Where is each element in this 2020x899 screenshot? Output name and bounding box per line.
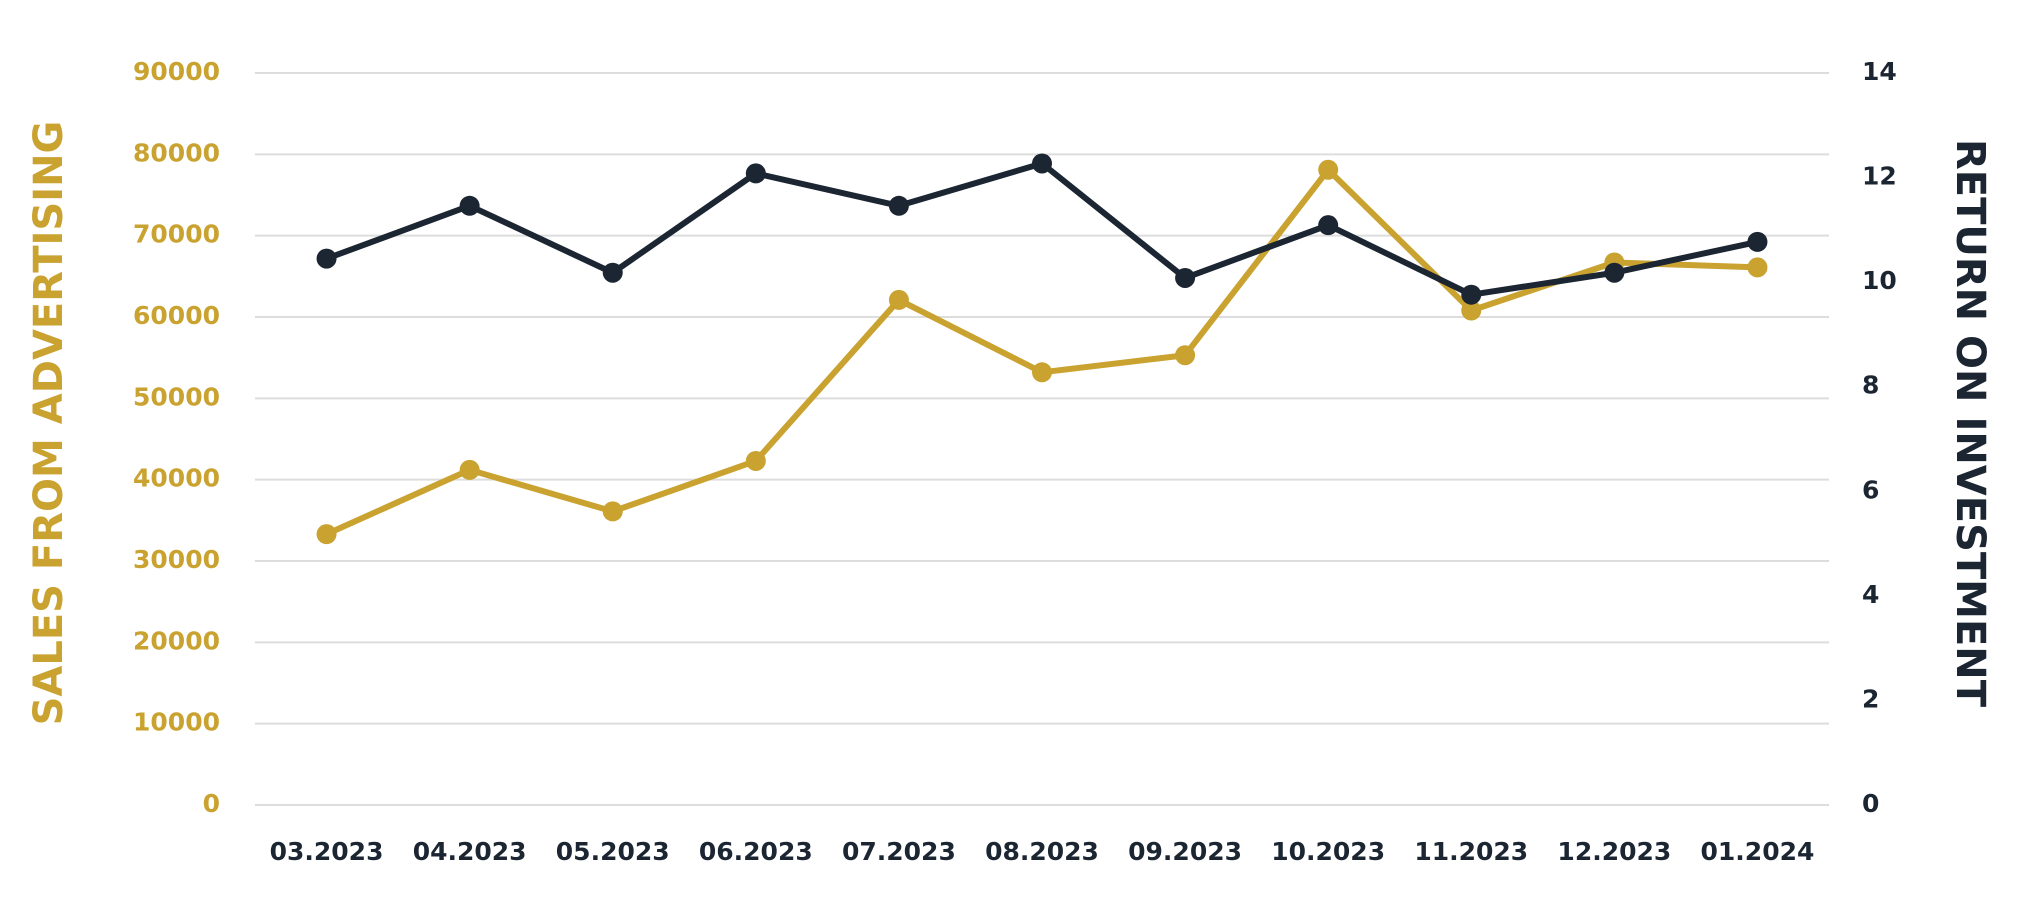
series-line <box>325 160 1759 298</box>
x-tick-label: 07.2023 <box>842 837 956 866</box>
y-tick-label: 30000 <box>133 545 220 574</box>
y-tick-label: 20000 <box>133 626 220 655</box>
data-point <box>888 289 909 310</box>
x-tick-label: 08.2023 <box>985 837 1099 866</box>
data-point <box>1318 159 1339 180</box>
data-point <box>1747 257 1768 278</box>
x-tick-label: 10.2023 <box>1271 837 1385 866</box>
x-tick-label: 06.2023 <box>699 837 813 866</box>
y2-tick-label: 14 <box>1862 57 1897 86</box>
data-point <box>459 459 480 480</box>
data-point <box>1032 153 1052 174</box>
data-point <box>1461 300 1482 321</box>
y-tick-label: 0 <box>203 789 220 818</box>
y2-tick-label: 4 <box>1862 580 1879 609</box>
y-tick-label: 70000 <box>133 220 220 249</box>
y-tick-label: 60000 <box>133 301 220 330</box>
data-point <box>745 163 766 184</box>
x-tick-label: 09.2023 <box>1128 837 1242 866</box>
data-point <box>1461 284 1482 305</box>
y-tick-label: 80000 <box>133 138 220 167</box>
y-tick-label: 50000 <box>133 382 220 411</box>
data-point <box>888 195 909 216</box>
y-axis-title: SALES FROM ADVERTISING <box>26 121 72 726</box>
x-tick-label: 05.2023 <box>556 837 670 866</box>
data-point <box>1318 215 1339 236</box>
data-point <box>1747 231 1768 252</box>
x-tick-label: 04.2023 <box>413 837 527 866</box>
data-point <box>602 501 623 522</box>
data-point <box>1604 262 1625 283</box>
y2-tick-label: 0 <box>1862 789 1879 818</box>
data-point <box>1175 345 1196 366</box>
x-tick-label: 03.2023 <box>270 837 384 866</box>
y2-tick-label: 8 <box>1862 371 1879 400</box>
data-point <box>1032 362 1052 383</box>
data-point <box>316 248 337 269</box>
y-tick-label: 90000 <box>133 57 220 86</box>
y2-tick-label: 2 <box>1862 684 1879 713</box>
y2-axis-title: RETURN ON INVESTMENT <box>1947 139 1993 708</box>
x-tick-label: 12.2023 <box>1557 837 1671 866</box>
data-point <box>745 450 766 471</box>
data-point <box>459 195 480 216</box>
x-tick-label: 01.2024 <box>1701 837 1815 866</box>
y2-tick-label: 6 <box>1862 475 1879 504</box>
y-tick-label: 40000 <box>133 464 220 493</box>
y2-tick-label: 12 <box>1862 162 1897 191</box>
data-point <box>1175 267 1196 288</box>
data-point <box>602 262 623 283</box>
x-tick-label: 11.2023 <box>1414 837 1528 866</box>
data-point <box>316 524 337 545</box>
y2-tick-label: 10 <box>1862 266 1897 295</box>
y-tick-label: 10000 <box>133 708 220 737</box>
